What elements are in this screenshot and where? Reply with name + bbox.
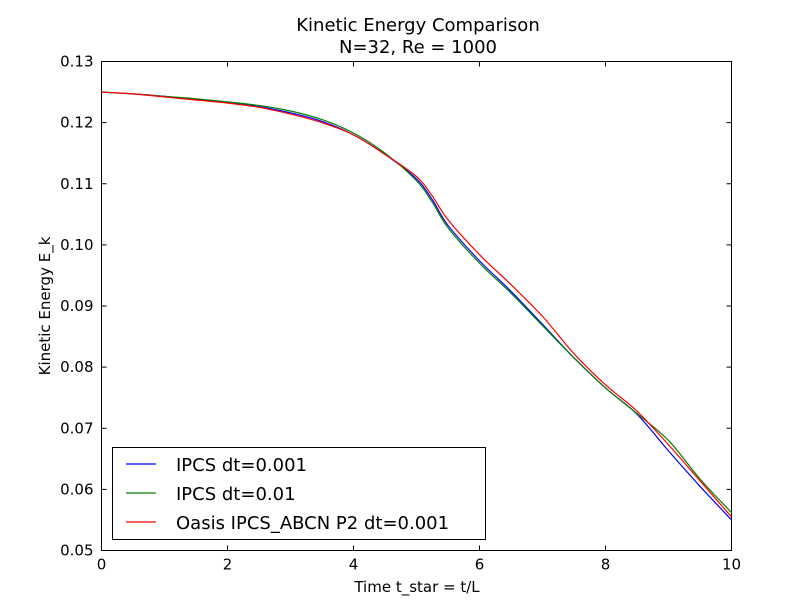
x-tick-label: 2 (223, 556, 233, 574)
y-axis-label: Kinetic Energy E_k (36, 236, 55, 375)
y-axis-ticks: 0.05 0.06 0.07 0.08 0.09 0.10 0.11 0.12 0.13 (60, 53, 732, 560)
series-line-3 (101, 91, 732, 518)
y-tick-label: 0.05 (60, 542, 93, 560)
legend-label-2: IPCS dt=0.01 (176, 484, 296, 505)
x-axis-ticks: 0 2 4 6 8 10 (97, 61, 741, 574)
y-tick-label: 0.10 (60, 236, 93, 254)
x-tick-label: 10 (722, 556, 741, 574)
legend-label-3: Oasis IPCS_ABCN P2 dt=0.001 (176, 513, 449, 534)
x-tick-label: 0 (97, 556, 107, 574)
x-tick-label: 8 (601, 556, 611, 574)
chart-title: Kinetic Energy Comparison (296, 15, 539, 36)
y-tick-label: 0.09 (60, 297, 93, 315)
series-line-2 (101, 91, 732, 514)
x-tick-label: 4 (349, 556, 359, 574)
chart-subtitle: N=32, Re = 1000 (339, 37, 497, 58)
x-axis-label: Time t_star = t/L (353, 578, 480, 597)
y-tick-label: 0.11 (60, 175, 93, 193)
y-tick-label: 0.06 (60, 480, 93, 498)
legend: IPCS dt=0.001 IPCS dt=0.01 Oasis IPCS_ABCN… (112, 447, 486, 540)
y-tick-label: 0.12 (60, 114, 93, 132)
series-lines (101, 91, 732, 521)
legend-label-1: IPCS dt=0.001 (176, 455, 307, 476)
y-tick-label: 0.13 (60, 53, 93, 71)
legend-box (112, 447, 486, 540)
y-tick-label: 0.07 (60, 419, 93, 437)
y-tick-label: 0.08 (60, 358, 93, 376)
x-tick-label: 6 (475, 556, 485, 574)
